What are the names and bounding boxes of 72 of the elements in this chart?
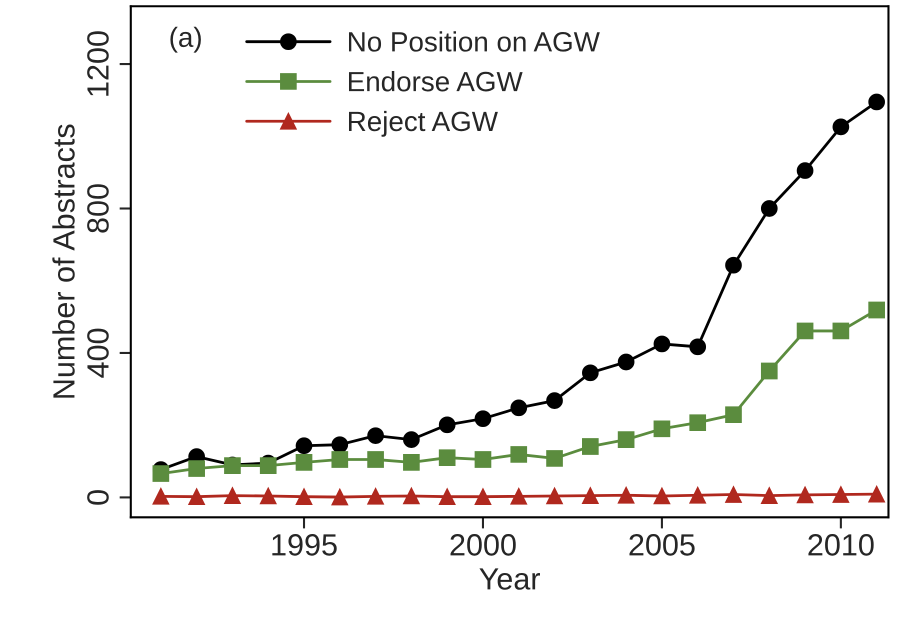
point — [331, 488, 348, 506]
legend-label: Endorse AGW — [348, 71, 523, 92]
point — [796, 162, 814, 179]
point — [689, 414, 706, 431]
point — [689, 486, 706, 504]
point — [546, 488, 563, 504]
point — [725, 406, 742, 424]
x-tick-label: 1995 — [272, 534, 337, 556]
point — [510, 400, 528, 416]
point — [510, 488, 528, 505]
point — [654, 420, 670, 438]
point — [582, 364, 599, 382]
point — [618, 431, 634, 448]
point — [260, 488, 277, 504]
point — [152, 465, 170, 482]
point — [760, 362, 778, 380]
y-tick-label: 1200 — [87, 31, 109, 96]
point — [796, 486, 814, 504]
point — [188, 460, 205, 477]
point — [618, 354, 634, 370]
point — [474, 488, 492, 506]
point — [367, 427, 384, 444]
legend-label: Reject AGW — [348, 110, 498, 137]
point — [152, 488, 170, 505]
point — [868, 486, 885, 502]
point — [403, 431, 420, 448]
point — [260, 457, 277, 474]
legend-label: No Position on AGW — [348, 31, 600, 52]
point — [796, 322, 814, 340]
point — [438, 416, 456, 434]
x-axis-title: Year — [479, 568, 540, 590]
annotation: (a) — [170, 26, 201, 53]
point — [654, 336, 670, 352]
point — [296, 454, 312, 471]
point — [331, 451, 348, 468]
point — [725, 486, 742, 503]
point — [224, 487, 241, 504]
point — [438, 488, 456, 506]
point — [474, 410, 492, 428]
point — [510, 446, 528, 463]
point — [725, 256, 742, 274]
x-tick-label: 2005 — [629, 534, 695, 556]
point — [438, 449, 456, 466]
point — [832, 322, 850, 340]
point — [760, 200, 778, 217]
y-tick-label: 400 — [87, 328, 109, 378]
point — [331, 436, 348, 454]
y-tick-label: 800 — [87, 184, 109, 233]
point — [296, 437, 312, 454]
point — [618, 486, 634, 504]
point — [474, 451, 492, 468]
y-tick-label: 0 — [87, 490, 109, 505]
point — [582, 438, 599, 455]
point — [188, 488, 205, 506]
x-tick-label: 2000 — [450, 534, 516, 556]
point — [868, 94, 885, 110]
point — [689, 338, 706, 356]
point — [367, 451, 384, 468]
y-axis-title: Number of Abstracts — [52, 124, 75, 398]
point — [582, 487, 599, 504]
point — [654, 488, 670, 504]
point — [760, 487, 778, 504]
point — [546, 392, 563, 409]
point — [403, 488, 420, 504]
point — [403, 454, 420, 471]
point — [296, 488, 312, 506]
point — [367, 488, 384, 505]
point — [832, 486, 850, 503]
point — [832, 118, 850, 136]
x-tick-label: 2010 — [808, 534, 874, 556]
point — [546, 450, 563, 467]
point — [868, 302, 885, 318]
